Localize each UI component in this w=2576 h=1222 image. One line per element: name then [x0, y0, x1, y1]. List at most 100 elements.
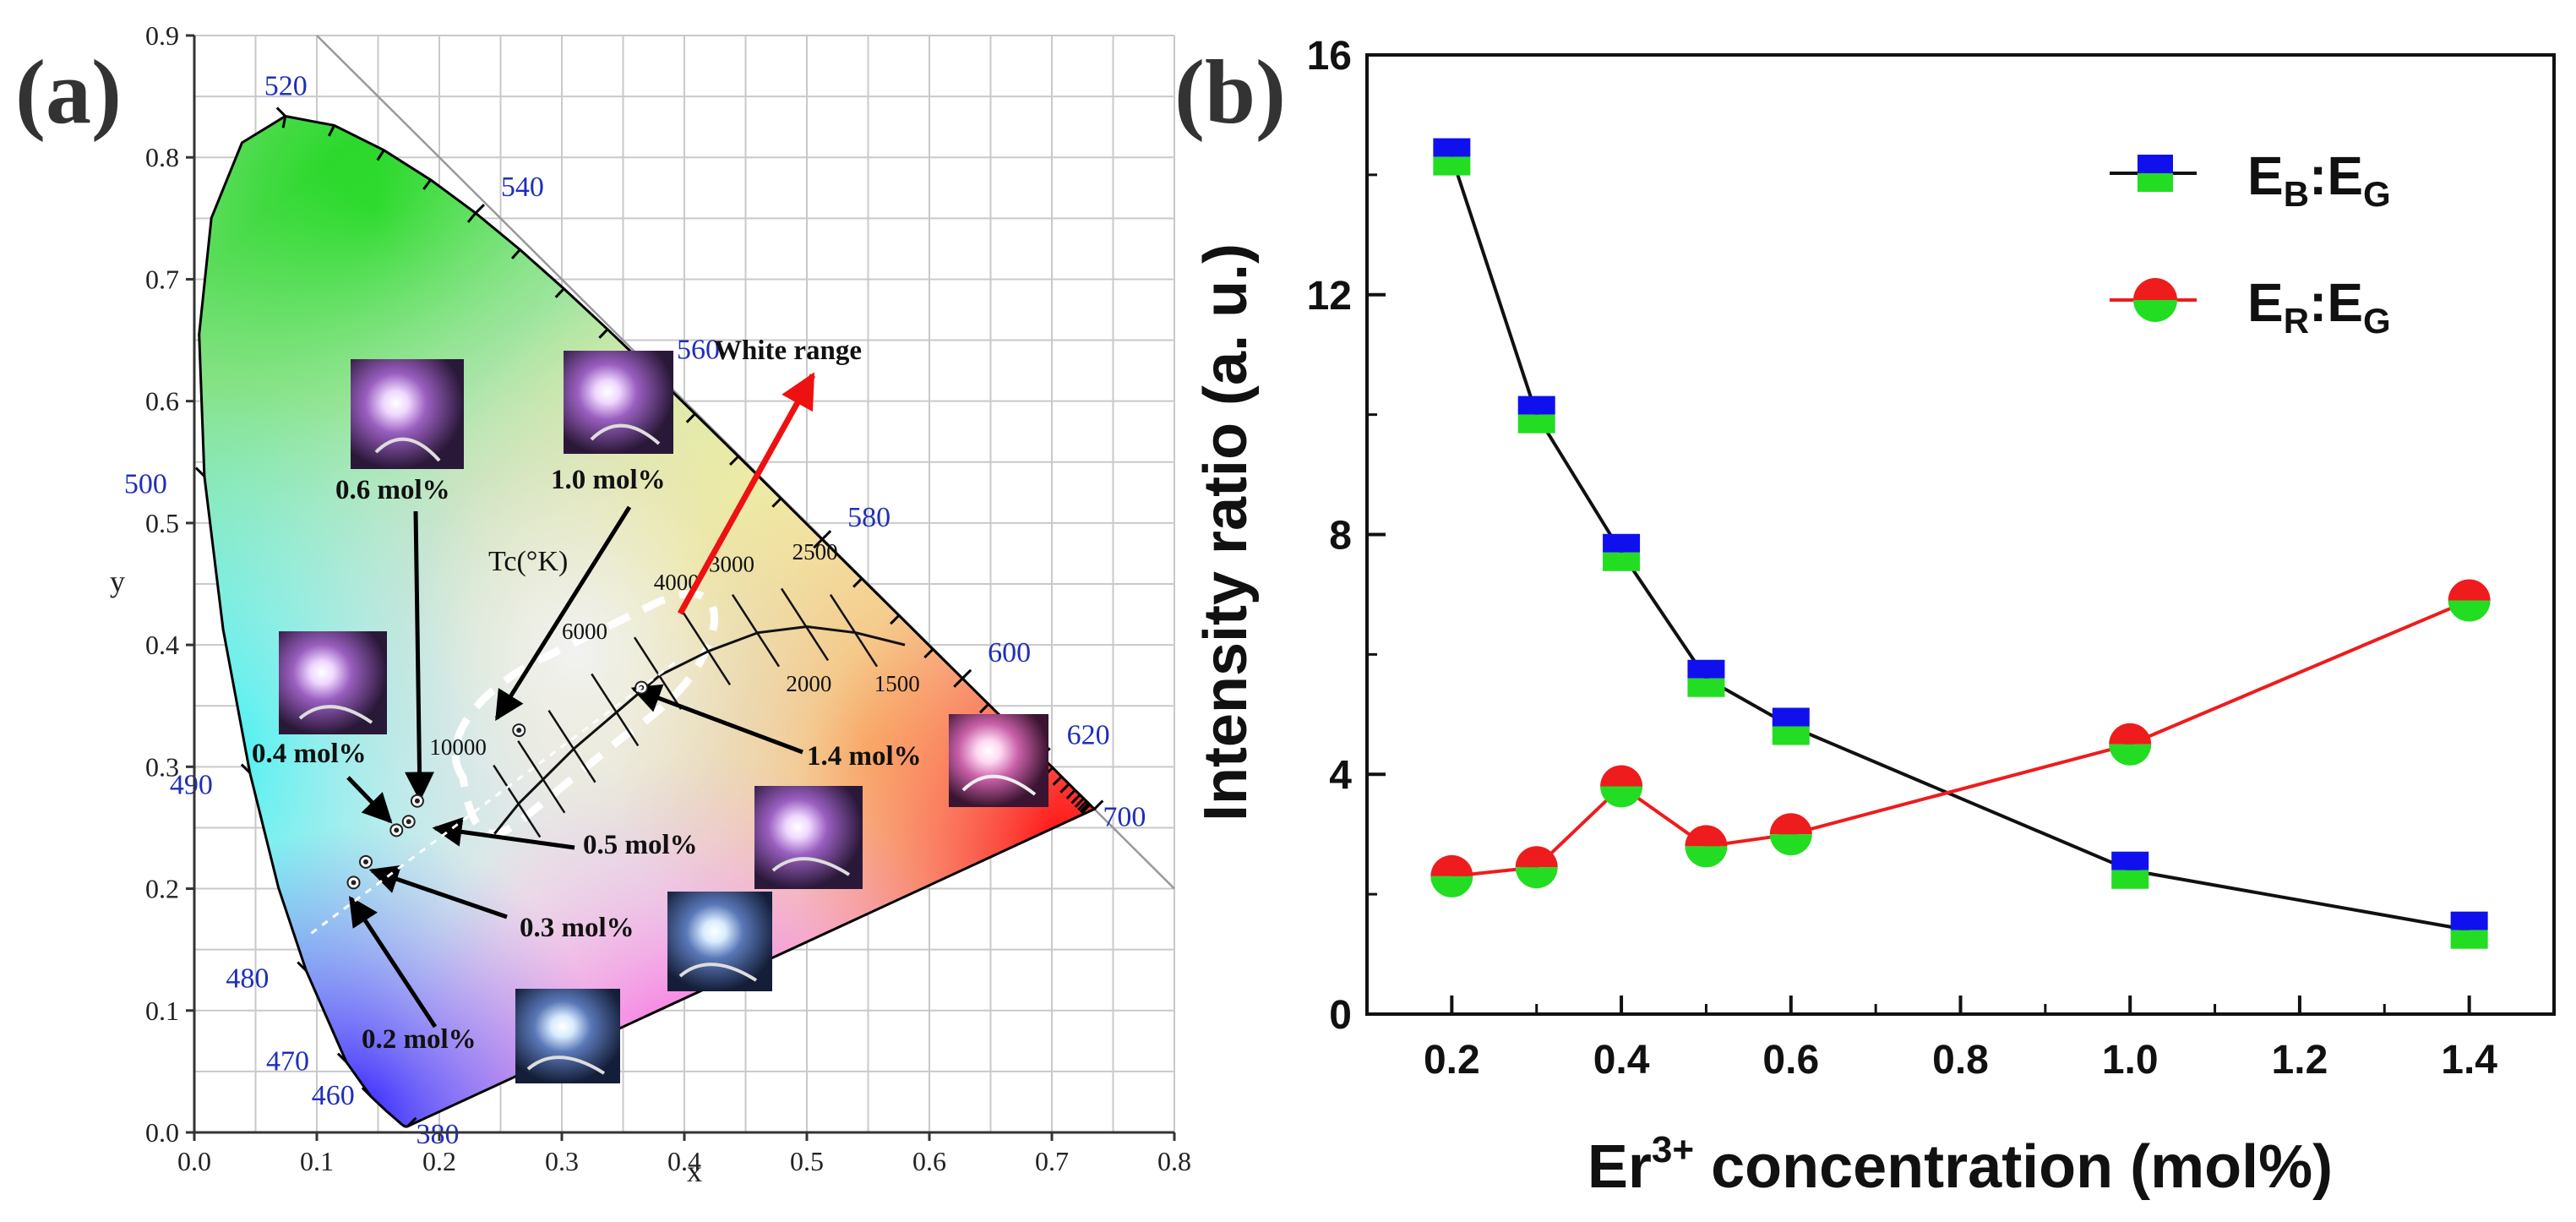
- cct-label-1500: 1500: [874, 671, 920, 696]
- marker-eb-eg: [1517, 396, 1555, 434]
- label-tc: Tc(°K): [488, 546, 568, 577]
- marker-square-top: [1772, 707, 1810, 727]
- series-line-er-eg: [1451, 598, 2470, 878]
- locus-minor-tick: [466, 212, 477, 223]
- x-tick-label: 0.6: [912, 1146, 946, 1176]
- locus-minor-tick: [923, 648, 934, 659]
- locus-minor-tick: [813, 538, 824, 549]
- isotherm-line: [591, 673, 640, 747]
- y-tick-label: 16: [1307, 34, 1352, 79]
- locus-minor-tick: [979, 703, 989, 714]
- marker-circle-top: [1600, 765, 1643, 787]
- x-title-er: Er: [1588, 1133, 1652, 1201]
- x-tick-label: 0.7: [1035, 1146, 1069, 1176]
- x-tick-label: 0.0: [177, 1146, 211, 1176]
- x-axis-label: x: [687, 1154, 702, 1188]
- wavelength-tick: [821, 530, 832, 541]
- x-title-rest: concentration (mol%): [1694, 1133, 2333, 1201]
- marker-circle-bottom: [1685, 846, 1728, 868]
- isotherm-line: [633, 636, 683, 710]
- sample-point-core: [414, 798, 420, 804]
- wavelength-tick: [297, 961, 308, 972]
- label-white-range: White range: [714, 336, 862, 366]
- marker-er-eg: [1685, 825, 1728, 868]
- locus-minor-tick: [852, 577, 863, 588]
- locus-minor-tick: [598, 328, 609, 339]
- wavelength-tick: [474, 204, 485, 215]
- marker-square-top: [2450, 911, 2488, 930]
- label-0.4-mol: 0.4 mol%: [252, 739, 367, 769]
- label-0.2-mol: 0.2 mol%: [362, 1024, 477, 1055]
- x-tick-label: 0.1: [300, 1146, 334, 1176]
- legend-item-er-eg: ER:EG: [2110, 272, 2391, 341]
- y-axis-title: Intensity ratio (a. u.): [1192, 243, 1260, 821]
- cie-axes: 0.0 0.1 0.2 0.3 0.4 0.5 0.6 0.7 0.8 0.0 0.1 0.2 0.3 0…: [145, 20, 1191, 1176]
- y-tick-label: 0.4: [145, 630, 179, 660]
- panel-b-intensity-ratio: (b) 0.2 0.4 0.6 0.8 1.0 1.2 1.4 0 4 8 12 16 Intensi…: [1174, 34, 2556, 1201]
- wavelength-tick: [194, 466, 205, 477]
- marker-er-eg: [1430, 854, 1473, 897]
- arrow-0.6: [405, 510, 435, 802]
- isotherm-line: [780, 587, 830, 662]
- y-axis-label: y: [110, 565, 125, 598]
- marker-circle-top: [2448, 579, 2491, 601]
- arrow-0.5: [432, 817, 575, 850]
- wavelength-label-540: 540: [501, 172, 544, 203]
- legend-item-eb-eg: EB:EG: [2110, 145, 2391, 214]
- x-tick-label: 0.2: [422, 1146, 456, 1176]
- annotation-arrows: [346, 505, 803, 1028]
- sample-point-core: [351, 880, 357, 886]
- photo-0.3-mol: [667, 892, 772, 991]
- x-tick-label: 0.5: [790, 1146, 824, 1176]
- x-tick-label: 0.4: [667, 1146, 701, 1176]
- x-title-sup: 3+: [1652, 1129, 1694, 1170]
- locus-minor-tick: [376, 149, 385, 161]
- label-0.3-mol: 0.3 mol%: [520, 913, 634, 943]
- sample-point-core: [394, 827, 400, 833]
- locus-minor-tick: [685, 412, 696, 423]
- y-tick-label: 0.9: [145, 20, 179, 51]
- y-tick-label: 0.3: [145, 751, 179, 782]
- sample-photos: [279, 351, 1048, 1083]
- arrow-0.4: [346, 776, 393, 824]
- wavelength-tick: [361, 1087, 372, 1098]
- marker-circle-top: [1685, 825, 1728, 847]
- x-tick-label: 0.8: [1932, 1038, 1989, 1083]
- label-1.0-mol: 1.0 mol%: [551, 465, 666, 495]
- label-0.5-mol: 0.5 mol%: [583, 830, 698, 860]
- marker-circle-top: [1769, 813, 1812, 835]
- legend-text-er-eg: ER:EG: [2247, 272, 2391, 341]
- marker-square-bottom: [2450, 930, 2488, 949]
- series-markers: [1430, 138, 2491, 949]
- marker-square-bottom: [1772, 726, 1810, 745]
- marker-circle-bottom: [2109, 744, 2152, 766]
- wavelength-label-470: 470: [266, 1046, 309, 1077]
- locus-minor-tick: [1070, 794, 1081, 805]
- label-1.4-mol: 1.4 mol%: [807, 741, 922, 772]
- marker-er-eg: [1515, 846, 1558, 889]
- wavelength-label-490: 490: [170, 770, 213, 801]
- marker-eb-eg: [1772, 707, 1810, 745]
- cct-label-6000: 6000: [562, 619, 607, 644]
- locus-minor-tick: [554, 287, 565, 298]
- locus-minor-tick: [328, 124, 335, 137]
- marker-circle-top: [1430, 854, 1473, 876]
- wavelength-label-560: 560: [677, 334, 720, 365]
- legend: EB:EG ER:EG: [2110, 145, 2391, 341]
- cct-label-2500: 2500: [792, 539, 838, 565]
- y-tick-label: 12: [1307, 274, 1352, 319]
- wavelength-tick: [406, 1116, 417, 1127]
- y-tick-label: 0.2: [145, 874, 179, 904]
- legend-marker-square-top: [2138, 155, 2173, 173]
- wavelength-tick: [240, 763, 251, 774]
- marker-circle-bottom: [1769, 834, 1812, 856]
- locus-minor-tick: [422, 178, 432, 190]
- x-tick-label: 1.2: [2272, 1038, 2328, 1083]
- photo-0.6-mol: [351, 359, 464, 469]
- locus-minor-tick: [1079, 802, 1090, 813]
- white-range-arrow: [677, 372, 816, 615]
- wavelength-label-520: 520: [264, 70, 308, 101]
- photo-0.5-mol: [754, 786, 863, 889]
- sample-point-core: [363, 859, 368, 865]
- isotherm-line: [682, 612, 732, 686]
